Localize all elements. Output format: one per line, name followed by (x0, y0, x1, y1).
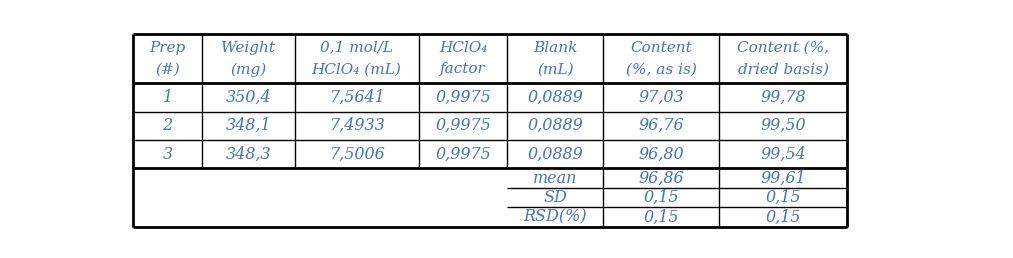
Text: Prep: Prep (149, 41, 185, 55)
Text: RSD(%): RSD(%) (524, 208, 588, 225)
Text: 97,03: 97,03 (638, 89, 684, 106)
Text: 2: 2 (162, 117, 172, 134)
Text: 350,4: 350,4 (226, 89, 271, 106)
Text: Content (%,: Content (%, (737, 41, 830, 55)
Text: 99,54: 99,54 (761, 146, 806, 163)
Text: 7,4933: 7,4933 (329, 117, 385, 134)
Text: factor: factor (441, 62, 486, 76)
Text: HClO₄ (mL): HClO₄ (mL) (312, 62, 401, 76)
Text: (mL): (mL) (537, 62, 573, 76)
Text: 96,80: 96,80 (638, 146, 684, 163)
Text: mean: mean (533, 170, 577, 187)
Text: 99,50: 99,50 (761, 117, 806, 134)
Text: Blank: Blank (533, 41, 577, 55)
Text: Weight: Weight (221, 41, 276, 55)
Text: 99,61: 99,61 (761, 170, 806, 187)
Text: (%, as is): (%, as is) (626, 62, 697, 76)
Text: Content: Content (630, 41, 692, 55)
Text: 0,0889: 0,0889 (528, 146, 583, 163)
Text: 96,76: 96,76 (638, 117, 684, 134)
Text: 0,0889: 0,0889 (528, 117, 583, 134)
Text: 0,15: 0,15 (766, 208, 801, 225)
Text: HClO₄: HClO₄ (439, 41, 487, 55)
Text: 99,78: 99,78 (761, 89, 806, 106)
Text: 0,9975: 0,9975 (436, 89, 491, 106)
Text: 0,9975: 0,9975 (436, 146, 491, 163)
Text: 0,1 mol/L: 0,1 mol/L (320, 41, 393, 55)
Text: (mg): (mg) (230, 62, 266, 77)
Text: dried basis): dried basis) (737, 62, 829, 76)
Text: 7,5641: 7,5641 (329, 89, 385, 106)
Text: 96,86: 96,86 (638, 170, 684, 187)
Text: 348,3: 348,3 (226, 146, 271, 163)
Text: 0,0889: 0,0889 (528, 89, 583, 106)
Text: 3: 3 (162, 146, 172, 163)
Text: 0,15: 0,15 (643, 189, 679, 206)
Text: 7,5006: 7,5006 (329, 146, 385, 163)
Text: 348,1: 348,1 (226, 117, 271, 134)
Text: 0,9975: 0,9975 (436, 117, 491, 134)
Text: (#): (#) (155, 62, 180, 76)
Text: SD: SD (543, 189, 567, 206)
Text: 1: 1 (162, 89, 172, 106)
Text: 0,15: 0,15 (766, 189, 801, 206)
Text: 0,15: 0,15 (643, 208, 679, 225)
